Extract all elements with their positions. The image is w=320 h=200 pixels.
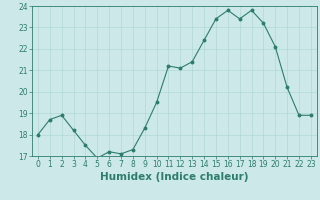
- X-axis label: Humidex (Indice chaleur): Humidex (Indice chaleur): [100, 172, 249, 182]
